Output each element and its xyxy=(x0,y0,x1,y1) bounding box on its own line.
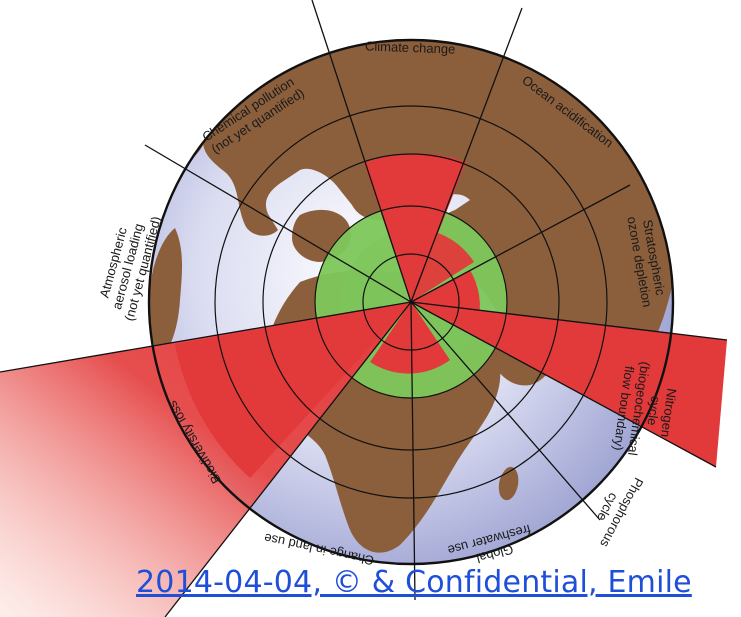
label-nitrogen-cycle: Nitrogen cycle (biogeochemical flow boun… xyxy=(610,359,683,465)
divider-7 xyxy=(410,301,416,601)
grid-rings xyxy=(147,38,675,566)
divider-8 xyxy=(164,301,412,617)
grid-ring-4 xyxy=(214,105,608,499)
continent-eurasia xyxy=(203,40,673,360)
wedge-climate-change xyxy=(364,153,466,302)
grid-ring-3 xyxy=(262,153,560,451)
divider-2 xyxy=(410,7,523,303)
divider-5 xyxy=(410,301,717,468)
grid-ring-2 xyxy=(314,205,508,399)
wedge-ocean-acid-small xyxy=(411,233,474,302)
wedge-nitrogen-cycle xyxy=(411,302,727,467)
divider-4 xyxy=(410,301,728,341)
wedge-ozone-small xyxy=(411,270,480,322)
divider-1 xyxy=(311,0,412,303)
divider-9 xyxy=(0,301,412,373)
continent-americas xyxy=(149,228,183,360)
label-climate-change: Climate change xyxy=(365,38,456,56)
divider-3 xyxy=(410,184,631,303)
wedge-freshwater-small xyxy=(370,302,450,374)
exceeded-wedges xyxy=(0,153,727,617)
footer-link[interactable]: 2014-04-04, © & Confidential, Emile xyxy=(136,565,692,600)
wedge-biodiversity-core xyxy=(175,302,411,478)
divider-6 xyxy=(410,301,601,521)
grid-ring-outer xyxy=(147,38,675,566)
divider-10 xyxy=(144,144,412,303)
